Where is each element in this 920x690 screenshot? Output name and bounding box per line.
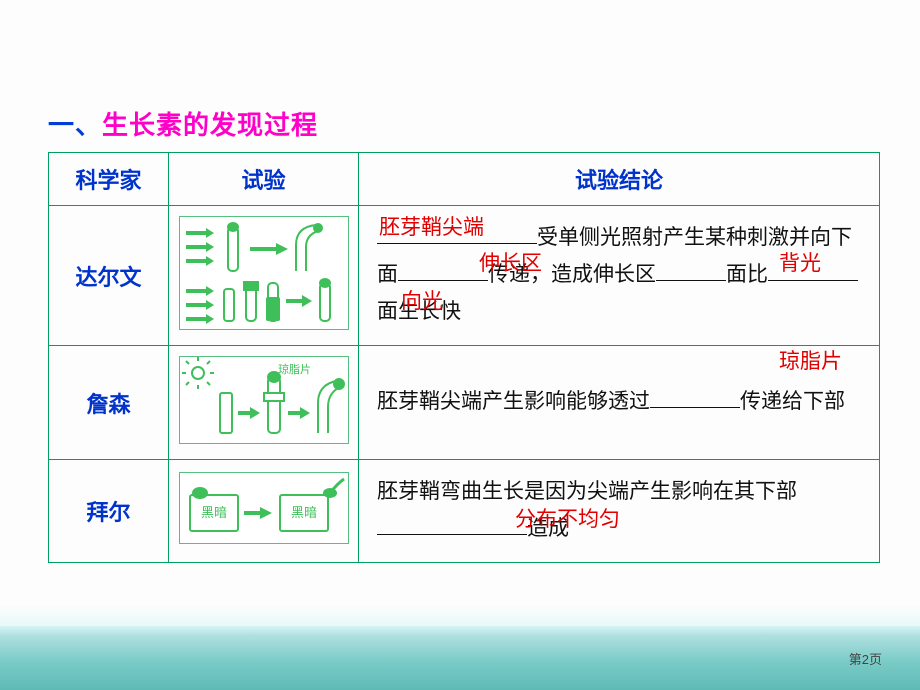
experiment-darwin (169, 206, 359, 346)
header-scientist: 科学家 (49, 153, 169, 206)
answer-tip: 胚芽鞘尖端 (379, 210, 484, 247)
title-main: 生长素的发现过程 (102, 110, 318, 140)
text: 胚芽鞘弯曲生长是因为尖端产生影响在其下部 (377, 480, 797, 503)
answer-toward: 向光 (401, 284, 443, 321)
answer-back: 背光 (779, 246, 821, 283)
experiment-paal: 黑暗 黑暗 (169, 460, 359, 563)
svg-text:黑暗: 黑暗 (290, 505, 316, 520)
conclusion-paal: 分布不均匀 胚芽鞘弯曲生长是因为尖端产生影响在其下部造成 (359, 460, 880, 563)
experiment-jensen: 琼脂片 (169, 346, 359, 460)
table-row: 拜尔 黑暗 (49, 460, 880, 563)
page-number: 第2页 (849, 649, 882, 668)
svg-text:黑暗: 黑暗 (200, 505, 226, 520)
text: 胚芽鞘尖端产生影响能够透过 (377, 390, 650, 413)
agar-label-inside: 琼脂片 (278, 362, 311, 376)
scientist-jensen: 詹森 (49, 346, 169, 460)
table-header-row: 科学家 试验 试验结论 (49, 153, 880, 206)
header-experiment: 试验 (169, 153, 359, 206)
conclusion-darwin: 胚芽鞘尖端 伸长区 背光 向光 受单侧光照射产生某种刺激并向下面传递，造成伸长区… (359, 206, 880, 346)
darwin-diagram (179, 216, 349, 330)
table-row: 詹森 (49, 346, 880, 460)
table-row: 达尔文 (49, 206, 880, 346)
answer-zone: 伸长区 (479, 246, 542, 283)
paal-diagram: 黑暗 黑暗 (179, 472, 349, 544)
jensen-diagram: 琼脂片 (179, 356, 349, 444)
blank (656, 258, 726, 281)
blank (650, 385, 740, 408)
scientist-paal: 拜尔 (49, 460, 169, 563)
discovery-table: 科学家 试验 试验结论 达尔文 (48, 152, 880, 563)
text: 面比 (726, 263, 768, 286)
section-title: 一、生长素的发现过程 (48, 105, 880, 142)
text: 传递给下部 (740, 390, 845, 413)
title-prefix: 一、 (48, 110, 102, 140)
footer-band (0, 626, 920, 690)
answer-agar: 琼脂片 (779, 344, 842, 381)
blank (377, 512, 527, 535)
slide: 一、生长素的发现过程 科学家 试验 试验结论 达尔文 (0, 0, 920, 690)
answer-uneven: 分布不均匀 (515, 502, 620, 539)
header-conclusion: 试验结论 (359, 153, 880, 206)
scientist-darwin: 达尔文 (49, 206, 169, 346)
conclusion-jensen: 琼脂片 胚芽鞘尖端产生影响能够透过 传递给下部 (359, 346, 880, 460)
blank (398, 258, 488, 281)
